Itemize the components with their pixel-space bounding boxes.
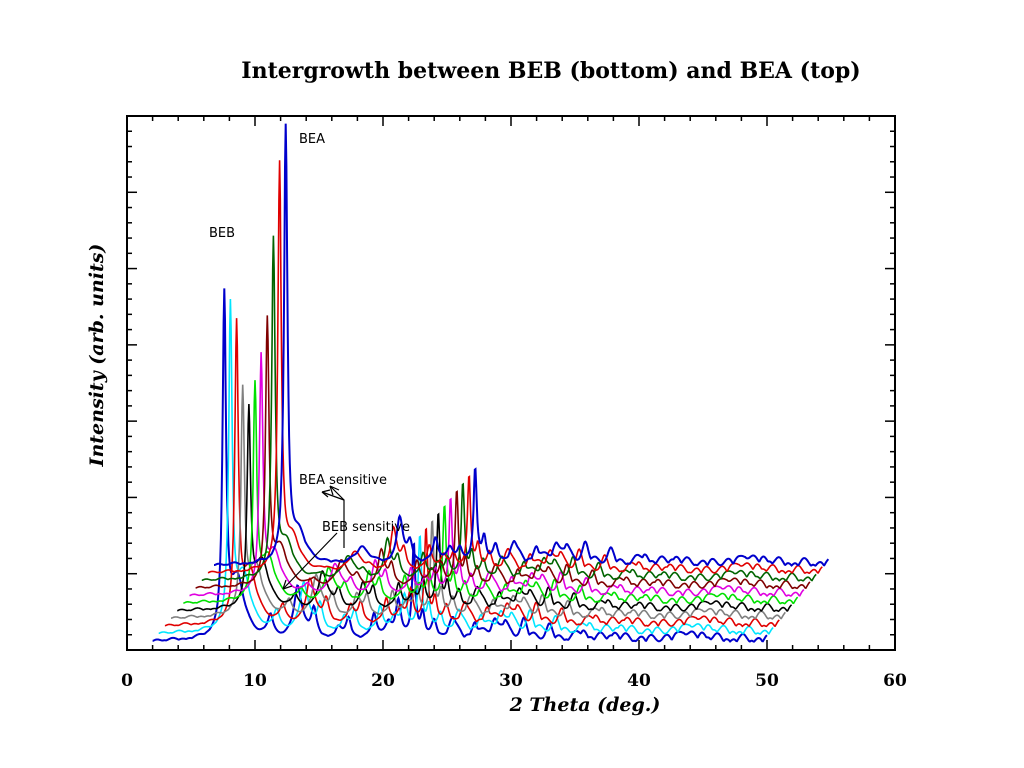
series-line: [183, 380, 799, 605]
bea-sensitive-arrow-2: [321, 491, 345, 501]
ticks-layer: 0 10 20 30 40 50 60: [121, 116, 907, 691]
bea-sensitive-arrowhead-1: [329, 485, 340, 496]
x-tick-label: 20: [371, 671, 395, 691]
x-tick-label: 10: [243, 671, 267, 691]
bea-peak-label: BEA: [299, 132, 325, 147]
x-tick-label: 30: [499, 671, 523, 691]
x-tick-label: 40: [627, 671, 651, 691]
x-tick-label: 50: [755, 671, 779, 691]
x-tick-label: 60: [883, 671, 907, 691]
plot-frame: [126, 115, 896, 651]
x-axis-title: 2 Theta (deg.): [509, 694, 661, 716]
series-line: [189, 352, 805, 597]
series-line: [195, 315, 811, 590]
beb-sensitive-arrow: [282, 532, 338, 590]
series-line: [201, 235, 817, 582]
y-axis-title: Intensity (arb. units): [86, 244, 108, 468]
series-line: [177, 403, 793, 613]
series-line: [171, 384, 786, 620]
bea-sensitive-arrowhead-2: [321, 489, 331, 498]
bea-sensitive-label: BEA sensitive: [299, 473, 387, 488]
series-line: [158, 298, 774, 635]
series-line: [214, 123, 830, 567]
chart-title: Intergrowth between BEB (bottom) and BEA…: [241, 58, 860, 84]
beb-sensitive-arrowhead: [282, 579, 293, 590]
beb-sensitive-label: BEB sensitive: [322, 520, 410, 535]
annotation-layer: BEB BEA BEA sensitive BEB sensitive: [209, 132, 410, 590]
series-layer: [152, 123, 830, 643]
series-line: [164, 318, 780, 628]
x-tick-label: 0: [121, 671, 133, 691]
series-line: [207, 160, 823, 575]
beb-peak-label: BEB: [209, 226, 235, 241]
series-line: [152, 288, 768, 643]
